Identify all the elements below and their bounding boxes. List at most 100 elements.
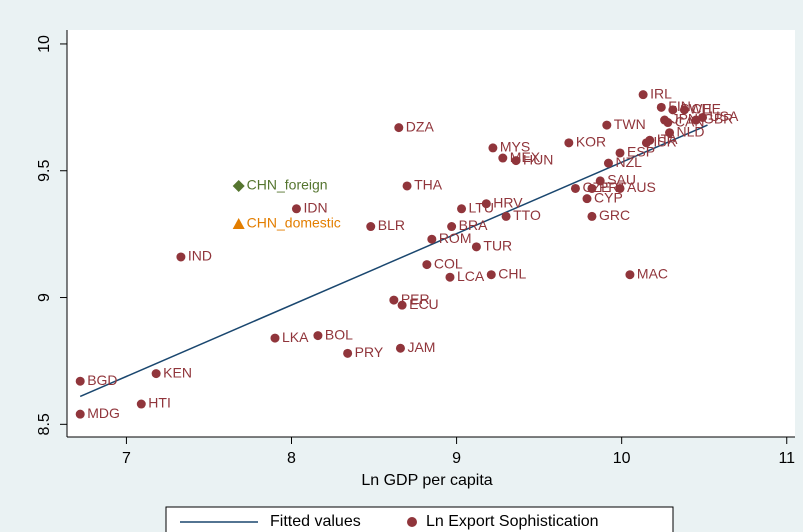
point [486,270,496,280]
point [313,331,323,341]
point-label: BRA [459,217,488,233]
point-label: KEN [163,364,192,380]
point-label: HUN [523,151,553,167]
point [668,105,678,115]
point [587,211,597,221]
y-tick-label: 10 [36,35,53,53]
point-label: LCA [457,268,485,284]
point [488,143,498,153]
x-tick-label: 10 [613,450,631,467]
point [665,128,675,138]
legend-label: Ln Export Sophistication [426,513,599,530]
point [679,105,689,115]
point [151,369,161,379]
point-label: ECU [409,296,439,312]
point-label: PRY [355,344,384,360]
point [447,222,457,232]
point [75,376,85,386]
point [136,399,146,409]
point-label: GBR [703,111,733,127]
point [498,153,508,163]
point [394,123,404,133]
point [270,333,280,343]
point [291,204,301,214]
point [402,181,412,191]
point-label: MYS [500,139,530,155]
point-label: LKA [282,329,309,345]
legend [165,506,674,532]
x-tick-label: 7 [122,450,131,467]
point-label: TWN [614,116,646,132]
point [501,211,511,221]
point-label: GRC [599,207,630,223]
point [595,176,605,186]
point [511,156,521,166]
y-tick-label: 9 [36,293,53,302]
x-tick-label: 9 [452,450,461,467]
highlight-point [232,179,245,192]
point [625,270,635,280]
point [397,300,407,310]
point-label: ITA [657,131,678,147]
point-label: BGD [87,372,117,388]
point [602,120,612,130]
point-label: CHL [498,265,526,281]
x-tick-label: 11 [778,450,795,467]
point [641,138,651,148]
point [615,148,625,158]
point-label: HRV [493,194,523,210]
x-tick-label: 8 [287,450,296,467]
point [427,234,437,244]
point-label: JPN [672,111,698,127]
point [638,90,648,100]
point-label: AUS [627,179,656,195]
point-label: BOL [325,326,353,342]
point-label: HTI [148,395,171,411]
point [663,118,673,128]
highlight-label: CHN_foreign [247,177,328,193]
point [615,183,625,193]
highlight-point [232,217,245,229]
point-label: IND [188,248,212,264]
point-label: IDN [303,199,327,215]
point-label: TUR [483,238,512,254]
point-label: COL [434,255,463,271]
point [75,409,85,419]
point-label: TTO [513,207,541,223]
point-label: BLR [378,217,405,233]
point [389,295,399,305]
point-label: PER [401,291,430,307]
point [176,252,186,262]
point [395,343,405,353]
y-tick-label: 8.5 [36,413,53,435]
point [691,115,701,125]
point [481,199,491,209]
point-label: ESP [627,144,655,160]
point-label: KOR [576,134,606,150]
point-label: THA [414,177,443,193]
legend-label: Fitted values [270,513,361,530]
point-label: ISR [653,134,676,150]
point-label: CHE [691,101,721,117]
point-label: NZL [615,154,642,170]
point [656,102,666,112]
point-label: IRL [650,85,672,101]
point [570,183,580,193]
point [422,260,432,270]
point-label: MDG [87,405,120,421]
point-label: SAU [607,172,636,188]
y-tick-label: 9.5 [36,160,53,182]
highlight-label: CHN_domestic [247,215,341,231]
point [603,158,613,168]
point [582,194,592,204]
point [343,348,353,358]
point-label: ROM [439,230,472,246]
legend-swatch [407,517,417,527]
plot-area [67,30,795,437]
point-label: MAC [637,265,668,281]
point-label: DZA [406,118,435,134]
point [471,242,481,252]
x-axis-title: Ln GDP per capita [361,472,492,489]
point-label: NLD [677,123,705,139]
